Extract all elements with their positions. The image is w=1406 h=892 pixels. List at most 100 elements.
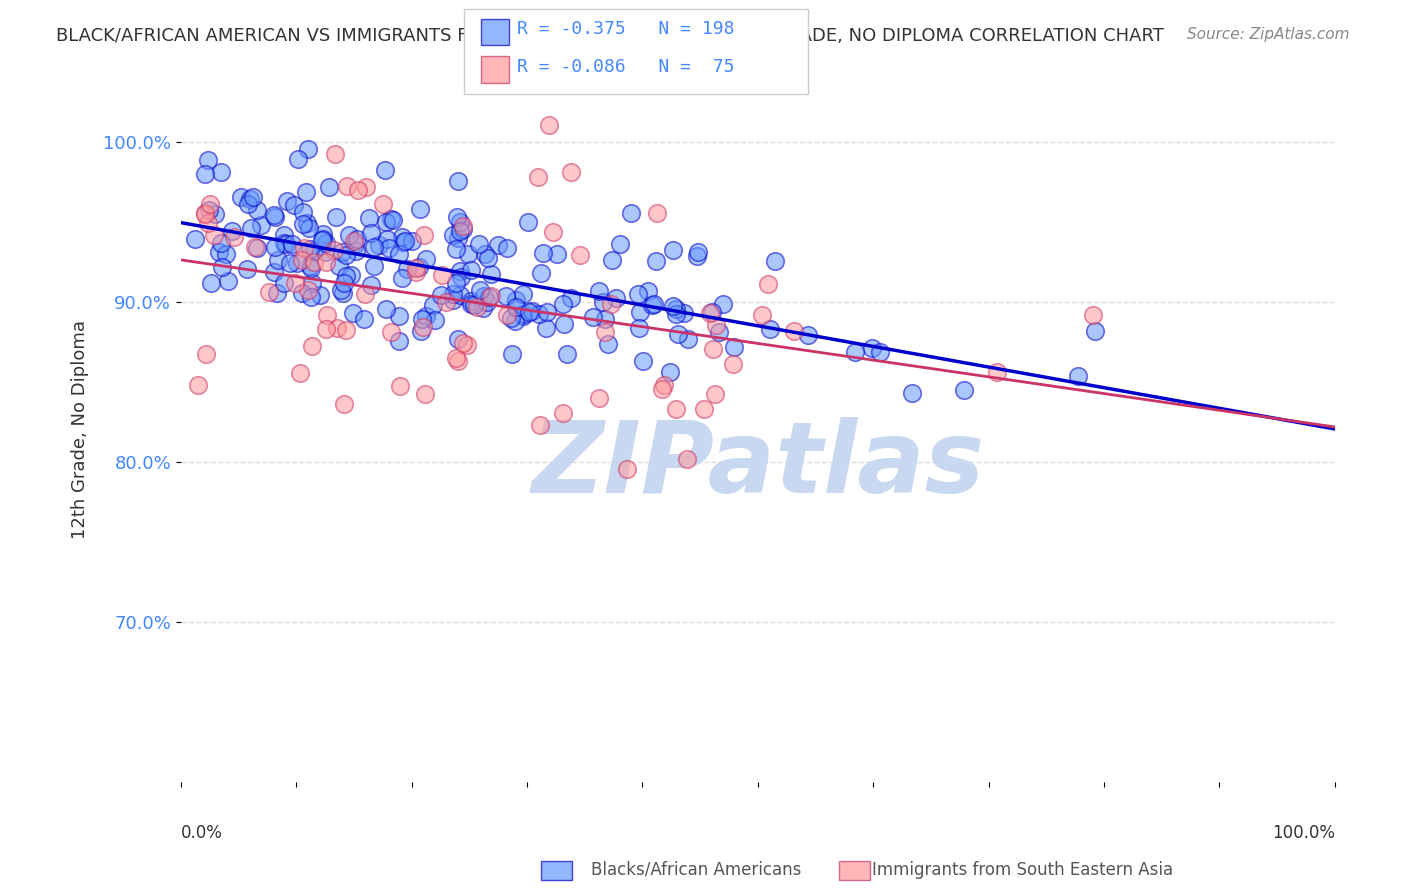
Point <box>557 347 579 361</box>
Point <box>291 285 314 300</box>
Point <box>391 235 413 249</box>
Point <box>202 227 225 242</box>
Point <box>194 207 217 221</box>
Point <box>637 284 659 298</box>
Point <box>605 291 627 305</box>
Point <box>512 308 534 322</box>
Point <box>672 306 695 320</box>
Point <box>257 285 280 300</box>
Point <box>401 234 423 248</box>
Point <box>281 237 304 252</box>
Point <box>645 253 668 268</box>
Point <box>616 461 638 475</box>
Point <box>332 286 354 301</box>
Point <box>783 324 806 338</box>
Point <box>534 321 557 335</box>
Point <box>423 313 446 327</box>
Point <box>467 237 489 252</box>
Point <box>291 252 314 267</box>
Point <box>627 286 650 301</box>
Point <box>676 332 699 346</box>
Point <box>531 246 554 260</box>
Point <box>541 225 564 239</box>
Point <box>302 244 325 259</box>
Point <box>224 229 246 244</box>
Point <box>444 243 467 257</box>
Point <box>952 383 974 397</box>
Point <box>711 297 734 311</box>
Point <box>315 236 337 251</box>
Text: R = -0.375   N = 198: R = -0.375 N = 198 <box>517 21 735 38</box>
Point <box>211 260 233 274</box>
Point <box>333 276 356 290</box>
Point <box>434 295 457 310</box>
Point <box>287 152 309 166</box>
Point <box>297 142 319 156</box>
Point <box>283 197 305 211</box>
Point <box>463 298 485 312</box>
Point <box>449 214 471 228</box>
Point <box>301 277 323 291</box>
Point <box>263 265 285 279</box>
Point <box>465 300 488 314</box>
Point <box>315 322 337 336</box>
Point <box>380 212 402 227</box>
Point <box>496 241 519 255</box>
Point <box>311 233 333 247</box>
Point <box>330 283 353 297</box>
Point <box>441 286 464 301</box>
Point <box>432 268 454 283</box>
Point <box>645 206 668 220</box>
Point <box>388 379 411 393</box>
Point <box>686 249 709 263</box>
Point <box>353 311 375 326</box>
Point <box>460 296 482 310</box>
Point <box>986 366 1008 380</box>
Point <box>460 293 482 308</box>
Point <box>299 243 322 257</box>
Point <box>551 297 574 311</box>
Point <box>413 387 436 401</box>
Point <box>294 185 316 199</box>
Point <box>374 215 396 229</box>
Point <box>546 247 568 261</box>
Point <box>332 397 354 411</box>
Point <box>336 179 359 194</box>
Point <box>330 244 353 259</box>
Point <box>503 314 526 328</box>
Point <box>299 261 322 276</box>
Point <box>593 326 616 340</box>
Point <box>304 255 326 269</box>
Point <box>631 353 654 368</box>
Point <box>699 306 721 320</box>
Point <box>658 365 681 379</box>
Point <box>447 230 470 244</box>
Point <box>627 320 650 334</box>
Point <box>184 232 207 246</box>
Point <box>371 197 394 211</box>
Point <box>209 165 232 179</box>
Point <box>360 278 382 293</box>
Point <box>538 119 561 133</box>
Point <box>517 305 540 319</box>
Point <box>844 344 866 359</box>
Point <box>197 216 219 230</box>
Point <box>415 310 437 324</box>
Point <box>495 308 517 322</box>
Point <box>530 267 553 281</box>
Point <box>405 261 427 276</box>
Point <box>284 276 307 290</box>
Point <box>343 234 366 248</box>
Point <box>412 228 434 243</box>
Point <box>354 180 377 194</box>
Point <box>486 237 509 252</box>
Point <box>412 320 434 334</box>
Point <box>263 208 285 222</box>
Point <box>665 307 688 321</box>
Point <box>472 289 495 303</box>
Point <box>512 287 534 301</box>
Point <box>264 239 287 253</box>
Point <box>187 377 209 392</box>
Point <box>723 357 745 371</box>
Point <box>662 299 685 313</box>
